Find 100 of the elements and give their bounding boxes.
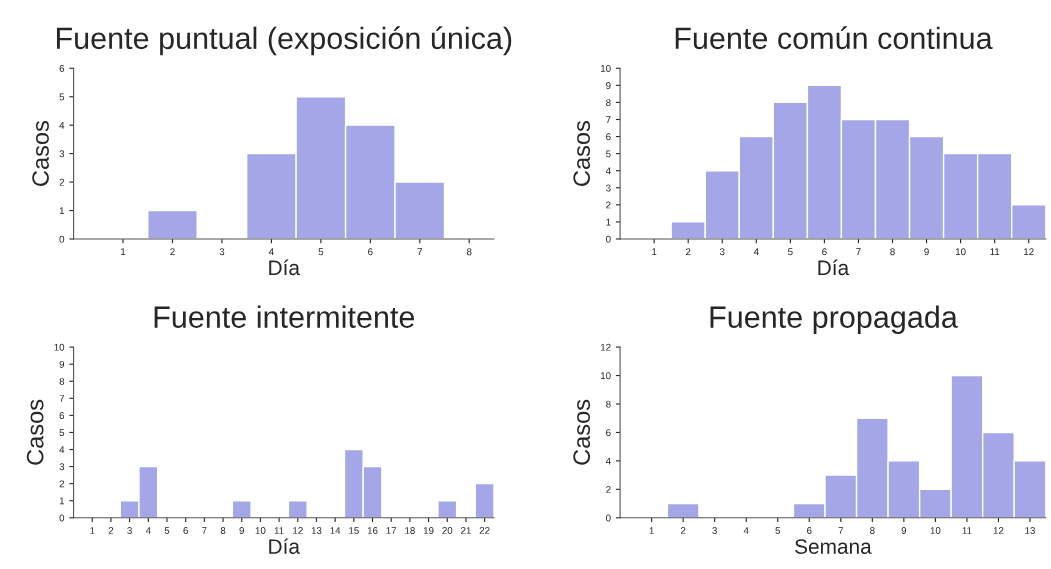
x-tick-label: 2 [108, 527, 114, 534]
x-tick-label: 12 [993, 527, 1004, 534]
x-tick-label: 5 [788, 248, 793, 256]
x-tick-label: 16 [367, 527, 378, 534]
bar [437, 500, 458, 518]
x-tick-label: 7 [417, 248, 422, 256]
x-tick-label: 6 [183, 527, 188, 534]
y-tick-label: 7 [606, 116, 611, 124]
x-tick-label: 8 [890, 248, 895, 256]
y-tick-label: 6 [59, 412, 65, 419]
x-tick-label: 11 [990, 248, 1000, 256]
y-tick-label: 2 [59, 480, 65, 488]
x-tick-label: 1 [90, 527, 95, 534]
y-tick-label: 1 [606, 218, 611, 226]
x-tick-label: 8 [466, 248, 472, 256]
y-tick-label: 8 [59, 377, 65, 385]
y-tick-label: 4 [59, 122, 65, 129]
x-axis-title: Día [818, 259, 850, 276]
x-tick-label: 21 [461, 527, 471, 534]
x-tick-label: 1 [649, 527, 654, 534]
x-tick-label: 4 [743, 527, 749, 534]
y-tick-label: 6 [606, 429, 611, 437]
y-tick-label: 2 [59, 178, 65, 186]
x-tick-label: 5 [775, 527, 781, 534]
y-tick-label: 10 [600, 65, 611, 72]
x-tick-label: 6 [807, 527, 812, 534]
y-tick-label: 9 [606, 82, 611, 89]
y-tick-label: 4 [605, 457, 611, 465]
chart-title: Fuente intermitente [154, 305, 415, 328]
x-tick-label: 6 [368, 248, 373, 256]
y-axis-title: Casos [26, 399, 44, 465]
x-tick-label: 7 [202, 527, 207, 534]
x-tick-label: 7 [838, 527, 844, 534]
x-tick-label: 10 [955, 248, 966, 256]
y-tick-label: 2 [606, 201, 611, 209]
x-tick-label: 2 [685, 248, 691, 256]
y-tick-label: 1 [59, 207, 65, 215]
y-tick-label: 10 [54, 343, 65, 351]
y-tick-label: 12 [600, 343, 611, 351]
bar [287, 500, 308, 518]
x-tick-label: 15 [349, 527, 359, 534]
y-tick-label: 8 [606, 99, 611, 107]
x-tick-label: 11 [274, 527, 284, 534]
x-tick-label: 11 [962, 527, 972, 534]
x-tick-label: 6 [822, 248, 827, 256]
x-tick-label: 10 [255, 527, 266, 534]
bar [147, 209, 198, 239]
y-tick-label: 5 [606, 150, 611, 158]
y-tick-label: 4 [59, 446, 65, 454]
x-tick-label: 3 [219, 248, 225, 256]
x-tick-label: 22 [479, 527, 490, 534]
y-axis-title: Casos [573, 399, 591, 465]
chart-title: Fuente común continua [675, 26, 993, 50]
x-tick-label: 12 [1024, 248, 1034, 256]
y-tick-label: 1 [59, 497, 65, 505]
x-tick-label: 9 [901, 527, 907, 534]
bar [231, 500, 252, 518]
y-axis-title: Casos [573, 121, 591, 186]
x-tick-label: 14 [330, 527, 341, 534]
x-tick-label: 3 [712, 527, 717, 534]
x-tick-label: 9 [924, 248, 929, 256]
x-tick-label: 4 [145, 527, 151, 534]
y-tick-label: 3 [59, 150, 65, 158]
bar [666, 502, 700, 518]
x-tick-label: 5 [164, 527, 170, 534]
x-tick-label: 2 [170, 248, 175, 256]
y-tick-label: 6 [606, 133, 611, 141]
y-tick-label: 4 [605, 167, 611, 175]
x-axis-title: Día [269, 259, 300, 276]
y-tick-label: 10 [600, 372, 611, 380]
x-tick-label: 13 [1025, 527, 1035, 534]
y-tick-label: 0 [606, 514, 611, 522]
x-tick-label: 10 [930, 527, 941, 534]
y-tick-label: 0 [59, 514, 65, 522]
y-tick-label: 3 [59, 463, 65, 471]
chart-title: Fuente propagada [710, 305, 958, 334]
y-tick-label: 0 [606, 235, 611, 243]
x-tick-label: 8 [870, 527, 875, 534]
y-tick-label: 0 [59, 235, 65, 243]
y-tick-label: 6 [59, 65, 65, 72]
y-axis-title: Casos [32, 121, 49, 186]
y-tick-label: 5 [59, 93, 65, 101]
x-tick-label: 1 [121, 248, 126, 256]
x-tick-label: 17 [386, 527, 397, 534]
x-tick-label: 3 [719, 248, 725, 256]
x-tick-label: 5 [318, 248, 324, 256]
x-tick-label: 8 [220, 527, 226, 534]
x-tick-label: 19 [423, 527, 434, 534]
x-tick-label: 3 [127, 527, 132, 534]
chart-title: Fuente puntual (exposición única) [56, 26, 512, 56]
y-tick-label: 3 [606, 184, 611, 192]
y-tick-label: 2 [606, 486, 611, 493]
x-tick-label: 2 [680, 527, 686, 534]
y-tick-label: 9 [59, 360, 65, 368]
y-tick-label: 8 [606, 400, 611, 408]
x-tick-label: 1 [652, 248, 657, 256]
x-tick-label: 13 [311, 527, 322, 534]
x-axis-title: Día [269, 538, 300, 554]
x-tick-label: 20 [442, 527, 453, 534]
y-tick-label: 7 [59, 395, 65, 402]
